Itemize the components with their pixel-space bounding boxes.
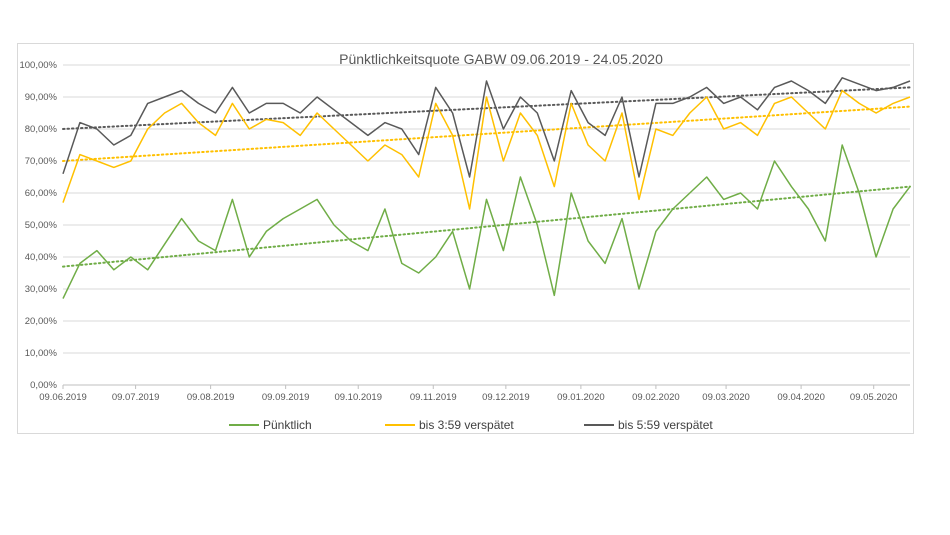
x-tick-label: 09.11.2019 bbox=[410, 392, 457, 403]
chart-title: Pünktlichkeitsquote GABW 09.06.2019 - 24… bbox=[339, 51, 663, 67]
legend-label-1: Pünktlich bbox=[263, 418, 312, 432]
series-line-2 bbox=[62, 89, 911, 210]
y-tick-label: 30,00% bbox=[25, 284, 58, 295]
axes: 0,00% 10,00% 20,00% 30,00% 40,00% 50,00% 60,00… bbox=[19, 60, 910, 403]
legend-label-3: bis 5:59 verspätet bbox=[618, 418, 713, 432]
y-tick-label: 20,00% bbox=[25, 316, 58, 327]
legend-label-2: bis 3:59 verspätet bbox=[419, 418, 514, 432]
x-tick-label: 09.12.2019 bbox=[482, 392, 530, 403]
x-tick-label: 09.07.2019 bbox=[112, 392, 160, 403]
trendline-2 bbox=[62, 105, 911, 162]
y-tick-label: 0,00% bbox=[30, 380, 57, 391]
x-tick-label: 09.06.2019 bbox=[39, 392, 87, 403]
series-line-1 bbox=[62, 144, 911, 299]
chart-area: 0,00% 10,00% 20,00% 30,00% 40,00% 50,00% 60,00… bbox=[17, 43, 914, 434]
trendlines bbox=[62, 86, 911, 268]
legend: Pünktlich bis 3:59 verspätet bis 5:59 vers… bbox=[229, 418, 713, 432]
y-tick-label: 50,00% bbox=[25, 220, 58, 231]
y-tick-label: 10,00% bbox=[25, 348, 58, 359]
x-tick-label: 09.09.2019 bbox=[262, 392, 310, 403]
x-tick-label: 09.02.2020 bbox=[632, 392, 680, 403]
x-tick-label: 09.03.2020 bbox=[702, 392, 750, 403]
x-tick-label: 09.10.2019 bbox=[334, 392, 382, 403]
y-tick-label: 70,00% bbox=[25, 156, 58, 167]
series-lines bbox=[62, 77, 911, 299]
series-line-3 bbox=[62, 77, 911, 178]
y-tick-label: 40,00% bbox=[25, 252, 58, 263]
x-tick-label: 09.08.2019 bbox=[187, 392, 235, 403]
y-tick-label: 60,00% bbox=[25, 188, 58, 199]
line-chart: 0,00% 10,00% 20,00% 30,00% 40,00% 50,00% 60,00… bbox=[19, 51, 911, 432]
x-tick-label: 09.05.2020 bbox=[850, 392, 898, 403]
trendline-1 bbox=[62, 185, 911, 268]
trendline-3 bbox=[62, 86, 911, 130]
y-tick-label: 100,00% bbox=[19, 60, 57, 71]
y-tick-label: 90,00% bbox=[25, 92, 58, 103]
x-tick-label: 09.04.2020 bbox=[777, 392, 825, 403]
x-tick-label: 09.01.2020 bbox=[557, 392, 605, 403]
y-tick-label: 80,00% bbox=[25, 124, 58, 135]
